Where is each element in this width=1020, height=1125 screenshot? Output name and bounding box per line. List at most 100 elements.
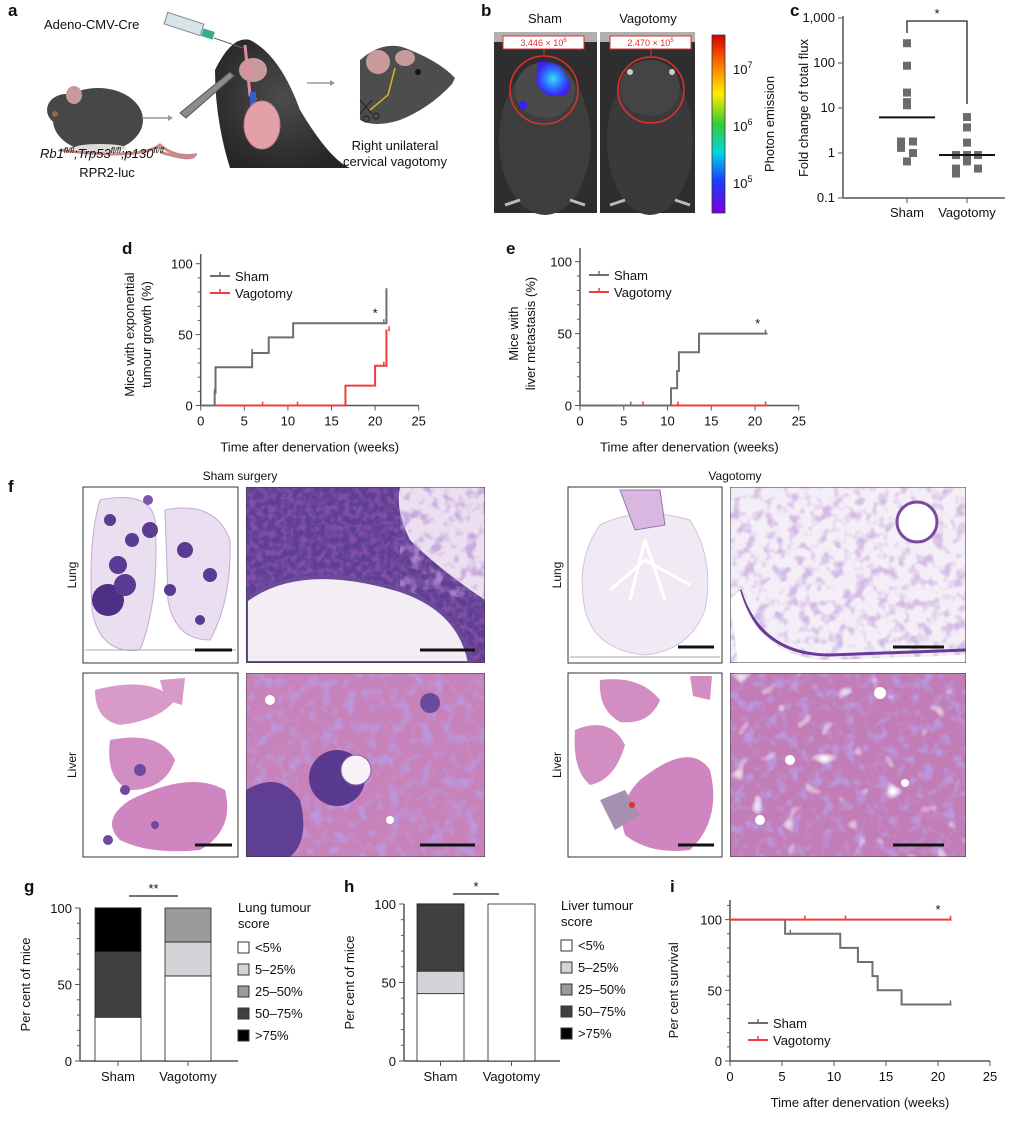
chart-h: 0 50 100 Per cent of mice Sham Vagotomy * Liver… [342, 879, 634, 1084]
histology-vagotomy-liver-detail-part [785, 755, 795, 765]
data-point [903, 157, 911, 166]
legend-label: <5% [578, 938, 605, 953]
data-point [903, 101, 911, 110]
series-line-sham [730, 918, 952, 1006]
bar-segment [487, 903, 536, 1062]
chart-d: 0 50 100 0 5 10 15 20 25 Time after denervation (… [122, 254, 426, 455]
legend-swatch [560, 961, 573, 974]
legend-swatch [560, 1005, 573, 1018]
panel-label-f: f [8, 477, 14, 496]
intratracheal-injection-illustration-part [239, 58, 267, 82]
legend-swatch [560, 983, 573, 996]
x-tick-label: 20 [368, 414, 382, 429]
panel-label-c: c [790, 1, 799, 20]
syringe-icon-part [213, 37, 244, 49]
significance-label: * [755, 316, 760, 331]
roi-total-flux-sham: 3.446 × 106 [520, 38, 567, 48]
data-point [963, 138, 971, 147]
bioluminescence-image-sham-part [519, 101, 527, 109]
histology-sham-lung-overview-part [109, 556, 127, 574]
histology-vagotomy-liver-overview-part [690, 676, 712, 700]
legend-swatch [237, 985, 250, 998]
sitting-mouse-illustration-part [66, 86, 82, 104]
tick-exponent: 7 [747, 60, 752, 70]
syringe-icon-part [201, 28, 215, 40]
genotype-label: Rb1fl/fl;Trp53fl/fl;p130fl/fl [40, 146, 164, 161]
bar-segment [164, 907, 212, 943]
panel-label-h: h [344, 877, 354, 896]
roi-circle [509, 55, 579, 125]
histology-vagotomy-lung-detail-part [738, 589, 966, 657]
series-line-sham [200, 288, 388, 407]
histology-vagotomy-liver-detail-part [730, 673, 966, 857]
data-point [963, 123, 971, 132]
bar-segment [416, 903, 465, 972]
roi-total-flux-vagotomy: 2.470 × 105 [627, 38, 674, 48]
legend-swatch [237, 963, 250, 976]
x-tick-label: 25 [792, 414, 806, 429]
bar-segment [164, 941, 212, 977]
roi-value: 3.446 × 10 [520, 38, 563, 48]
histology-sham-lung-overview-part [195, 615, 205, 625]
histology-sham-liver-detail [246, 673, 485, 857]
histology-sham-liver-overview-part [160, 678, 185, 705]
significance-label: * [373, 306, 378, 321]
tick-base: 10 [733, 119, 747, 134]
legend-swatch [237, 941, 250, 954]
data-point [963, 113, 971, 122]
intratracheal-injection-illustration [163, 11, 350, 168]
bioluminescence-image-sham-part [504, 198, 586, 207]
legend-swatch [560, 939, 573, 952]
significance-bracket [906, 20, 968, 104]
procedure-label-line2: cervical vagotomy [343, 154, 448, 169]
y-tick-label: 100 [813, 55, 835, 70]
panel-label-g: g [24, 877, 34, 896]
legend-label: Vagotomy [614, 285, 672, 300]
data-point [952, 169, 960, 178]
forceps-icon-part [179, 71, 235, 119]
legend-swatch [237, 1007, 250, 1020]
histology-sham-liver-detail-part [340, 754, 372, 786]
legend-title: score [238, 916, 270, 931]
histology-sham-liver-overview-part [151, 821, 159, 829]
data-point [897, 137, 905, 146]
legend-label: Vagotomy [773, 1033, 831, 1048]
colorbar-label: Photon emission [762, 76, 777, 172]
image-title-sham: Sham [528, 11, 562, 26]
legend-title: Liver tumour [561, 898, 634, 913]
data-point [903, 61, 911, 70]
y-tick-label: 100 [171, 257, 193, 272]
x-tick-label: 15 [324, 414, 338, 429]
sitting-mouse-illustration-part [74, 144, 126, 152]
histology-vagotomy-lung-overview-part [581, 513, 709, 656]
legend-label: 25–50% [255, 984, 303, 999]
significance-label: * [935, 902, 940, 917]
bar-segment [94, 907, 142, 953]
x-tick-label: Sham [424, 1069, 458, 1084]
y-tick-label: 1,000 [802, 10, 835, 25]
x-tick-label: 10 [660, 414, 674, 429]
x-tick-label: Vagotomy [483, 1069, 541, 1084]
x-tick-label: 10 [281, 414, 295, 429]
x-tick-label: 5 [241, 414, 248, 429]
chart-c: 0.1 1 10 100 1,000 Fold change of total flux S… [796, 6, 1005, 220]
arrow-icon [307, 80, 335, 86]
genotype-gene: ;Trp53 [74, 146, 111, 161]
panel-a: a Adeno-CMV-Cre [8, 1, 455, 180]
colorbar-tick-label: 107 [733, 60, 752, 77]
roi-circle [617, 56, 685, 124]
histology-vagotomy-lung-overview-part [619, 489, 666, 531]
histology-sham-lung-overview-part [104, 514, 116, 526]
histology-sham-lung-overview-part [203, 568, 217, 582]
intratracheal-injection-illustration-part [215, 39, 350, 168]
panel-label-i: i [670, 877, 675, 896]
bioluminescence-image-vagotomy: 2.470 × 105 [600, 32, 695, 215]
histology-vagotomy-liver-detail [730, 673, 966, 857]
tick-base: 10 [733, 62, 747, 77]
bar-segment [94, 1016, 142, 1062]
histology-sham-liver-overview-part [112, 782, 228, 852]
column-title-sham: Sham surgery [203, 469, 278, 483]
column-title-vagotomy: Vagotomy [708, 469, 761, 483]
legend-label: <5% [255, 940, 282, 955]
